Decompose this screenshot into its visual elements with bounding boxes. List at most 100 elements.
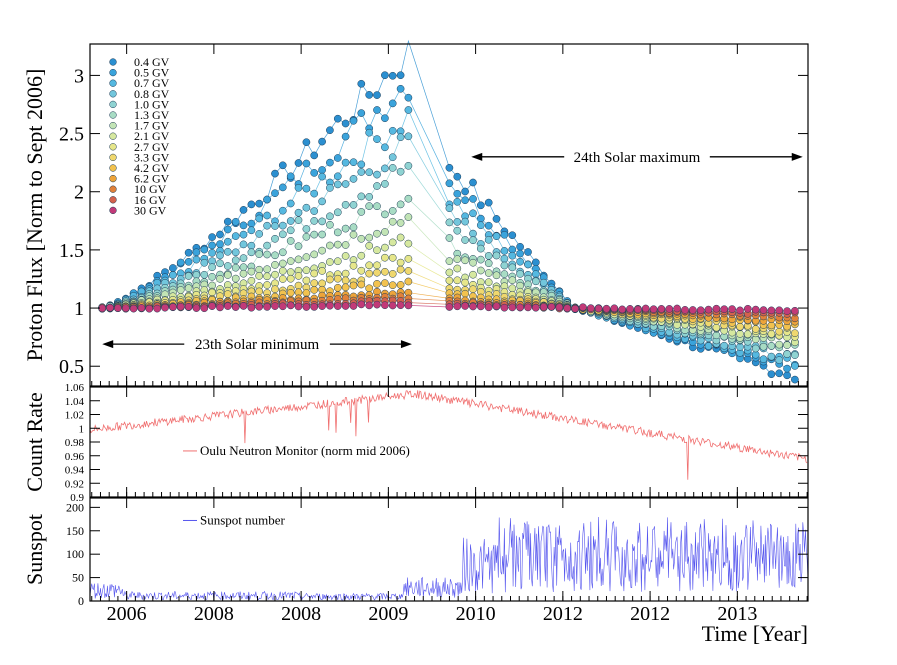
flux-point — [208, 241, 216, 250]
flux-point — [263, 303, 271, 311]
flux-point — [476, 244, 485, 253]
flux-point — [349, 201, 358, 209]
flux-point — [184, 248, 193, 257]
legend-label-7: 2.1 GV — [134, 129, 170, 143]
sunspot-legend-label: Sunspot number — [200, 512, 286, 527]
legend-label-8: 2.7 GV — [134, 140, 170, 154]
flux-point — [759, 355, 768, 364]
y-tick-label: 1 — [74, 298, 84, 320]
legend-marker-8 — [109, 143, 117, 151]
flux-point — [263, 221, 271, 230]
y-tick-label: 0.96 — [65, 451, 85, 463]
flux-point — [365, 128, 374, 137]
flux-point — [310, 279, 319, 287]
flux-point — [404, 132, 413, 141]
y-tick-label: 100 — [66, 547, 84, 561]
y-tick-label: 1.5 — [59, 240, 84, 262]
flux-point — [634, 305, 642, 314]
flux-point — [396, 84, 405, 93]
flux-point — [349, 281, 358, 290]
flux-point — [349, 158, 358, 167]
flux-point — [767, 342, 776, 350]
flux-point — [775, 340, 784, 349]
flux-point — [516, 303, 524, 312]
flux-point — [247, 303, 256, 312]
flux-point — [396, 233, 405, 242]
flux-point — [484, 221, 493, 230]
flux-point — [326, 184, 334, 192]
flux-point — [310, 169, 319, 177]
flux-point — [445, 218, 454, 227]
flux-point — [326, 301, 334, 310]
flux-point — [318, 230, 326, 239]
flux-point — [783, 371, 791, 380]
flux-point — [381, 114, 389, 123]
flux-point — [294, 208, 303, 217]
flux-point — [263, 241, 271, 250]
flux-point — [223, 225, 232, 234]
flux-point — [263, 250, 271, 259]
flux-point — [396, 301, 405, 310]
flux-point — [751, 344, 760, 353]
flux-point — [445, 204, 454, 213]
flux-point — [404, 267, 413, 275]
flux-point — [791, 329, 799, 338]
flux-point — [571, 304, 579, 313]
flux-point — [294, 159, 303, 167]
flux-point — [610, 304, 619, 313]
flux-point — [373, 202, 381, 211]
flux-point — [318, 302, 326, 310]
flux-point — [153, 304, 162, 313]
flux-point — [263, 272, 271, 281]
legend-marker-3 — [109, 90, 117, 98]
flux-point — [404, 194, 413, 203]
flux-point — [247, 200, 256, 209]
flux-point — [310, 286, 319, 294]
flux-point — [388, 71, 397, 80]
flux-point — [333, 274, 342, 283]
flux-point — [286, 217, 295, 225]
flux-point — [302, 184, 311, 193]
flux-point — [216, 259, 224, 268]
flux-point — [223, 262, 232, 270]
flux-point — [106, 303, 114, 312]
arrow-head-right — [400, 340, 412, 349]
legend-marker-13 — [109, 196, 117, 204]
flux-point — [302, 276, 311, 285]
flux-point — [445, 268, 454, 277]
flux-point — [783, 341, 791, 349]
flux-point — [508, 284, 517, 293]
flux-point — [381, 243, 389, 252]
flux-point — [783, 364, 791, 373]
flux-point — [516, 249, 524, 258]
legend-marker-7 — [109, 132, 117, 140]
flux-point — [381, 279, 389, 287]
flux-point — [712, 323, 721, 332]
flux-point — [381, 71, 389, 80]
flux-point — [783, 350, 791, 358]
flux-point — [302, 289, 311, 297]
flux-point — [184, 284, 193, 293]
flux-point — [349, 175, 358, 183]
flux-point — [396, 219, 405, 227]
arrow-head-left — [471, 152, 483, 161]
flux-point — [404, 93, 413, 102]
flux-point — [326, 258, 334, 266]
flux-point — [169, 303, 177, 311]
flux-point — [373, 106, 381, 114]
flux-point — [302, 203, 311, 212]
flux-point — [649, 305, 658, 314]
flux-point — [500, 270, 509, 278]
flux-point — [396, 265, 405, 274]
flux-point — [137, 304, 146, 312]
flux-point — [469, 270, 477, 279]
flux-point — [728, 305, 736, 313]
flux-point — [341, 269, 350, 278]
y-axis-label-1: Count Rate — [22, 392, 47, 492]
flux-point — [453, 302, 462, 311]
arrow-head-right — [791, 152, 803, 161]
flux-point — [373, 261, 381, 270]
neutron-legend-label: Oulu Neutron Monitor (norm mid 2006) — [200, 443, 410, 458]
flux-point — [333, 172, 342, 181]
y-tick-label: 2 — [74, 182, 84, 204]
